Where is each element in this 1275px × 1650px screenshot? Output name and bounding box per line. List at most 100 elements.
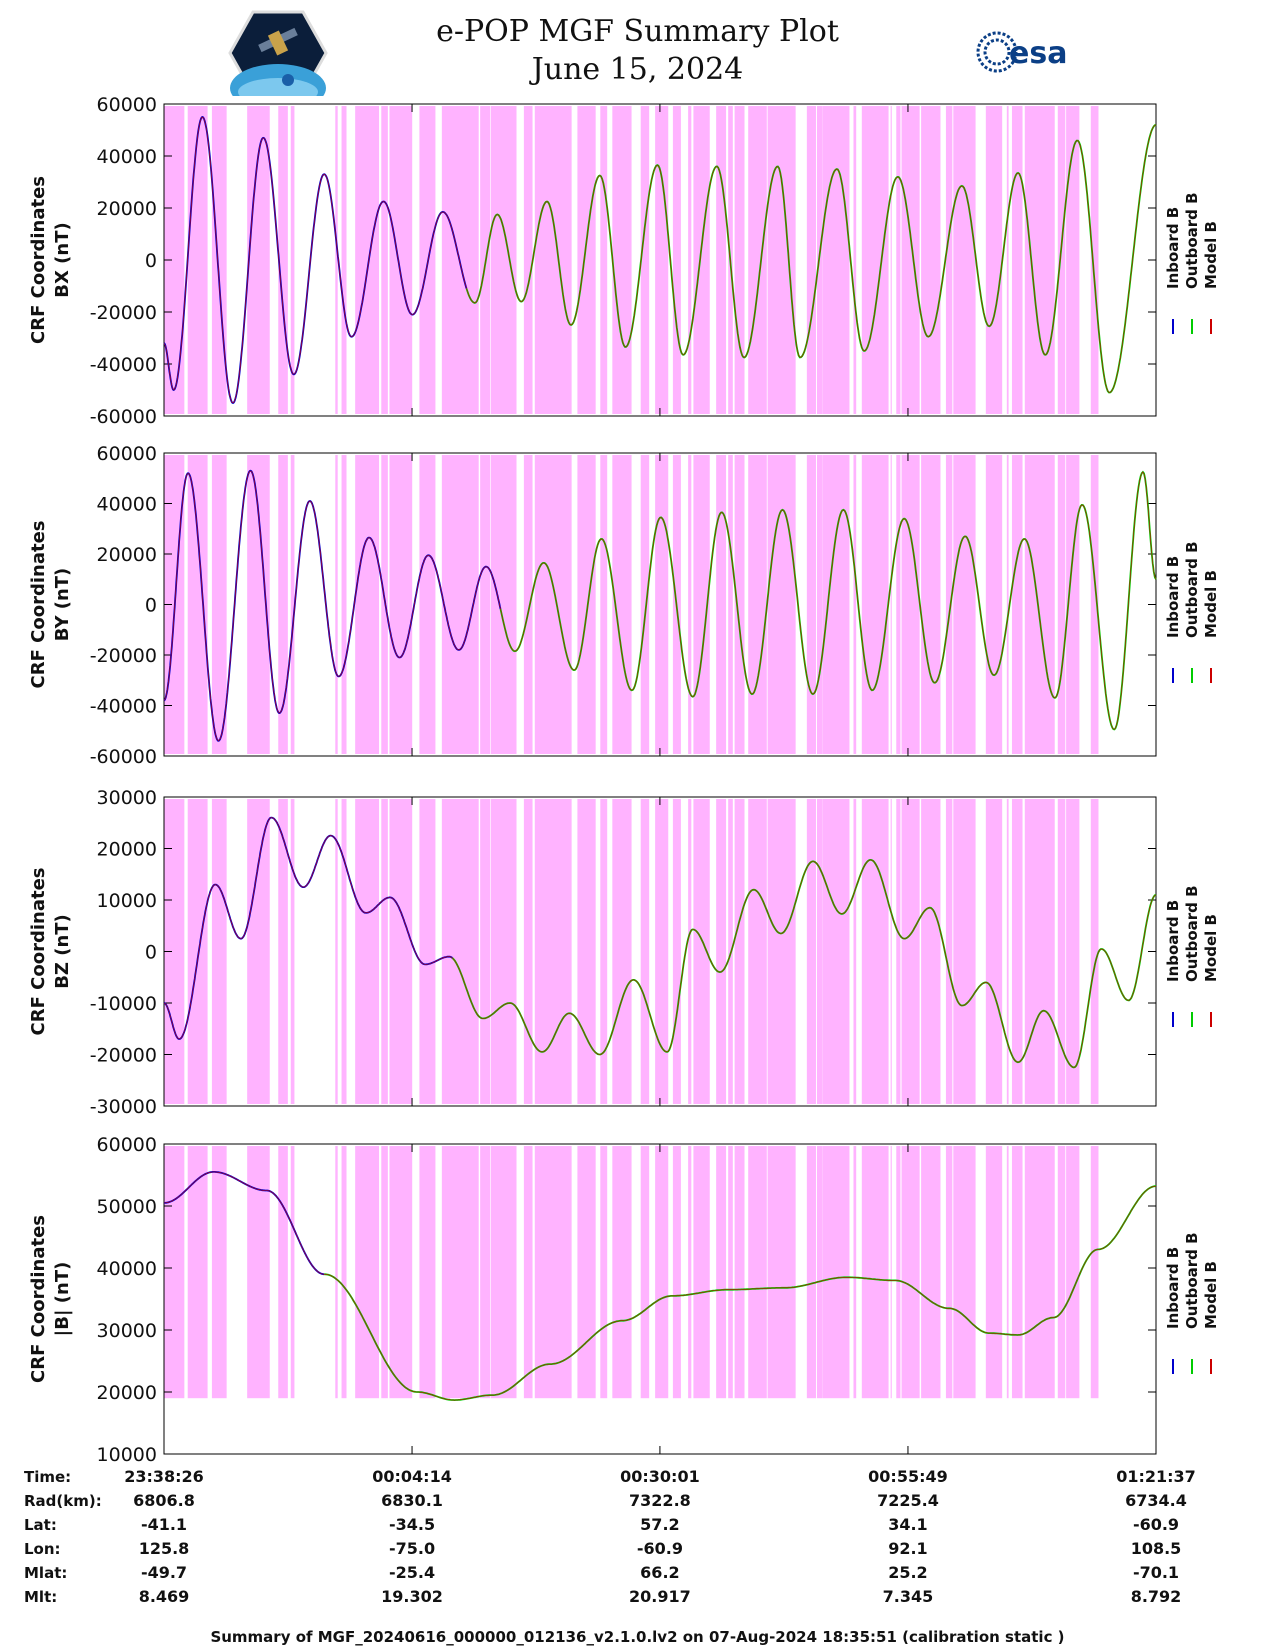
shading-window	[335, 455, 338, 754]
y-tick-label: 10000	[97, 1444, 157, 1466]
shading-window	[901, 106, 920, 414]
shading-window	[734, 106, 745, 414]
shading-window	[278, 455, 288, 754]
x-tick-label: 00:04:14	[372, 1467, 452, 1486]
x-tick-label: 57.2	[640, 1515, 679, 1534]
shading-window	[600, 1146, 608, 1399]
shading-window	[734, 455, 745, 754]
y-tick-label: 60000	[97, 94, 157, 116]
shading-window	[577, 106, 596, 414]
shading-window	[890, 799, 892, 1104]
shading-window	[716, 106, 718, 414]
cassiope-satellite-logo	[228, 10, 328, 96]
shading-window	[693, 799, 710, 1104]
y-tick-label: 60000	[97, 443, 157, 465]
shading-window	[716, 1146, 718, 1399]
shading-window	[278, 106, 288, 414]
shading-window	[767, 455, 796, 754]
footer-summary: Summary of MGF_20240616_000000_012136_v2…	[210, 1628, 1065, 1646]
shading-window	[688, 799, 692, 1104]
row-label: Mlt:	[24, 1588, 57, 1606]
x-tick-label: -70.1	[1133, 1563, 1179, 1582]
shading-window	[419, 1146, 436, 1399]
shading-window	[523, 1146, 533, 1399]
shading-window	[822, 1146, 850, 1399]
shading-window	[953, 1146, 976, 1399]
shading-window	[1011, 1146, 1023, 1399]
y-axis-label: CRF Coordinates	[28, 176, 49, 344]
shading-window	[896, 106, 901, 414]
y-tick-label: -60000	[90, 406, 157, 428]
y-tick-label: 0	[145, 595, 157, 617]
shading-window	[534, 1146, 572, 1399]
x-tick-label: 00:55:49	[868, 1467, 948, 1486]
panel-1: -60000 -40000 -20000 0 20000 40000 60000 CRF Co…	[28, 94, 1220, 428]
shading-window	[355, 106, 380, 414]
shading-window	[523, 106, 533, 414]
shading-window	[480, 799, 491, 1104]
shading-window	[381, 106, 388, 414]
legend-label: Model B	[1202, 914, 1220, 982]
shading-window	[290, 799, 295, 1104]
shading-window	[335, 1146, 338, 1399]
shading-window	[640, 106, 650, 414]
legend-label: Model B	[1202, 221, 1220, 289]
shading-window	[164, 1146, 185, 1399]
shading-window	[1006, 106, 1009, 414]
shading-window	[728, 455, 733, 754]
shading-window	[688, 106, 692, 414]
y-tick-label: -20000	[90, 645, 157, 667]
x-tick-label: 6734.4	[1125, 1491, 1187, 1510]
shading-window	[861, 1146, 889, 1399]
x-tick-label: -60.9	[1133, 1515, 1179, 1534]
y-axis-label: CRF Coordinates	[28, 868, 49, 1036]
y-tick-label: 40000	[97, 1258, 157, 1280]
shading-window	[816, 455, 823, 754]
shading-window	[921, 1146, 941, 1399]
x-tick-label: 7225.4	[877, 1491, 939, 1510]
shading-window	[901, 799, 920, 1104]
shading-window	[211, 455, 227, 754]
shading-window	[748, 799, 767, 1104]
shading-window	[164, 106, 185, 414]
shading-window	[985, 106, 1003, 414]
row-label: Lat:	[24, 1516, 57, 1534]
shading-window	[278, 799, 288, 1104]
shading-window	[748, 1146, 767, 1399]
shading-window	[389, 799, 413, 1104]
x-tick-label: 125.8	[139, 1539, 190, 1558]
shading-window	[672, 1146, 681, 1399]
shading-window	[480, 1146, 491, 1399]
y-tick-label: 50000	[97, 1196, 157, 1218]
shading-window	[187, 1146, 208, 1399]
x-tick-label: 20.917	[629, 1587, 691, 1606]
shading-window	[716, 455, 718, 754]
shading-window	[381, 799, 388, 1104]
shading-window	[490, 455, 517, 754]
shading-window	[945, 106, 953, 414]
shading-window	[419, 455, 436, 754]
x-tick-label: -60.9	[637, 1539, 683, 1558]
shading-window	[890, 106, 892, 414]
x-tick-label: 7.345	[883, 1587, 934, 1606]
x-tick-label: 25.2	[888, 1563, 927, 1582]
panel-3: -30000 -20000 -10000 0 10000 20000 30000 CRF Co…	[28, 787, 1220, 1118]
series-line	[163, 817, 1157, 1068]
shading-window	[211, 1146, 227, 1399]
shading-window	[853, 799, 857, 1104]
shading-window	[896, 455, 901, 754]
shading-window	[767, 106, 796, 414]
shading-window	[290, 106, 295, 414]
shading-window	[1011, 455, 1023, 754]
shading-window	[806, 106, 816, 414]
shading-window	[290, 455, 295, 754]
x-tick-label: 108.5	[1131, 1539, 1182, 1558]
y-axis-label: BY (nT)	[52, 568, 73, 642]
shading-window	[901, 455, 920, 754]
series-line	[163, 1171, 1157, 1401]
y-tick-label: -20000	[90, 1045, 157, 1067]
shading-window	[640, 1146, 650, 1399]
y-tick-label: 0	[145, 942, 157, 964]
x-tick-label: 6830.1	[381, 1491, 443, 1510]
